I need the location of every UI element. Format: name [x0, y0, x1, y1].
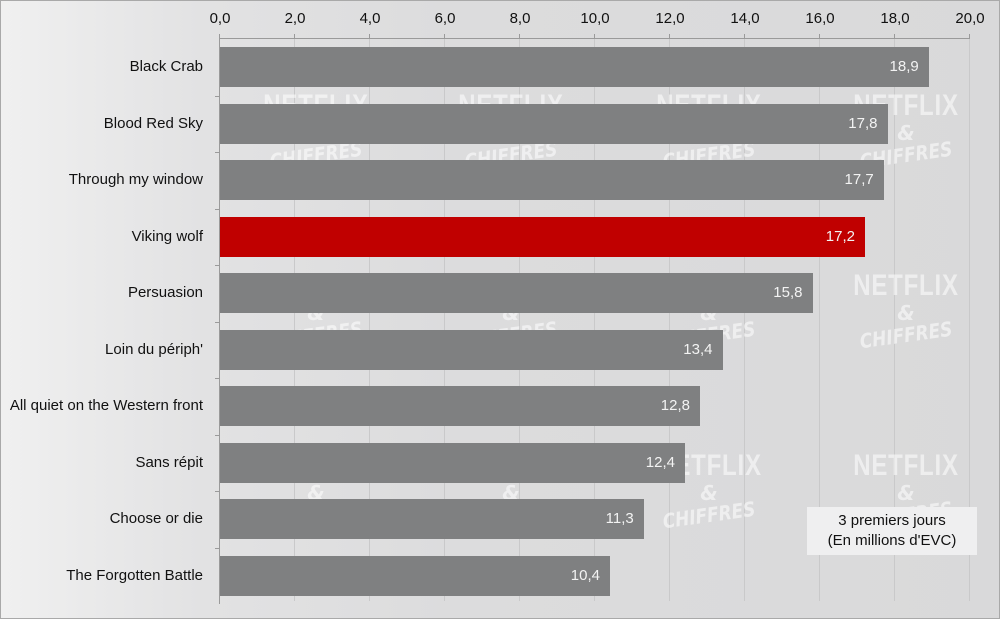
y-tick-mark [215, 209, 220, 210]
x-tick-label: 8,0 [509, 10, 531, 27]
bar: 11,3 [220, 499, 644, 539]
x-tick-label: 20,0 [955, 10, 985, 27]
x-tick-mark [294, 34, 295, 39]
x-tick-mark [369, 34, 370, 39]
x-tick-label: 14,0 [730, 10, 760, 27]
y-tick-mark [215, 548, 220, 549]
x-tick-mark [594, 34, 595, 39]
x-tick-mark [969, 34, 970, 39]
bar-value-label: 18,9 [889, 58, 919, 75]
x-tick-label: 4,0 [359, 10, 381, 27]
x-tick-mark [669, 34, 670, 39]
y-tick-mark [215, 96, 220, 97]
bar-value-label: 17,7 [844, 171, 874, 188]
y-tick-mark [215, 491, 220, 492]
x-tick-label: 10,0 [580, 10, 610, 27]
y-tick-mark [215, 378, 220, 379]
gridline [894, 39, 895, 601]
category-label: Persuasion [127, 284, 203, 301]
x-tick-mark [894, 34, 895, 39]
gridline [369, 39, 370, 601]
x-tick-label: 2,0 [284, 10, 306, 27]
gridline [969, 39, 970, 601]
y-tick-mark [215, 152, 220, 153]
bar-value-label: 10,4 [570, 567, 600, 584]
bar: 12,8 [220, 386, 700, 426]
gridline [444, 39, 445, 601]
bar-value-label: 12,4 [645, 454, 675, 471]
bar-value-label: 11,3 [605, 510, 634, 527]
annotation-line-1: 3 premiers jours [838, 512, 946, 529]
bar-value-label: 17,2 [825, 228, 855, 245]
bar: 13,4 [220, 330, 723, 370]
category-label: Through my window [68, 171, 203, 188]
bar: 10,4 [220, 556, 610, 596]
gridline [294, 39, 295, 601]
y-tick-mark [215, 322, 220, 323]
category-label: Choose or die [109, 510, 203, 527]
bar: 15,8 [220, 273, 813, 313]
x-tick-mark [744, 34, 745, 39]
x-axis-line [219, 38, 970, 39]
bar-value-label: 13,4 [683, 341, 713, 358]
x-tick-mark [444, 34, 445, 39]
category-label: All quiet on the Western front [9, 397, 203, 414]
gridline [819, 39, 820, 601]
x-tick-label: 0,0 [209, 10, 231, 27]
bar-value-label: 17,8 [848, 115, 878, 132]
category-label: Black Crab [129, 58, 203, 75]
bar: 17,8 [220, 104, 888, 144]
bar: 18,9 [220, 47, 929, 87]
gridline [744, 39, 745, 601]
x-tick-label: 12,0 [655, 10, 685, 27]
annotation-box: 3 premiers jours (En millions d'EVC) [807, 507, 977, 555]
bar-highlighted: 17,2 [220, 217, 865, 257]
gridline [519, 39, 520, 601]
x-tick-label: 16,0 [805, 10, 835, 27]
gridline [669, 39, 670, 601]
category-label: Sans répit [135, 454, 203, 471]
x-tick-label: 18,0 [880, 10, 910, 27]
category-label: Blood Red Sky [103, 115, 203, 132]
bar-value-label: 15,8 [773, 284, 803, 301]
annotation-line-2: (En millions d'EVC) [827, 532, 957, 549]
x-tick-label: 6,0 [434, 10, 456, 27]
category-label: Loin du périph' [105, 341, 203, 358]
x-tick-mark [819, 34, 820, 39]
bar: 17,7 [220, 160, 884, 200]
x-tick-mark [519, 34, 520, 39]
bar-value-label: 12,8 [660, 397, 690, 414]
watermark: NETFLIX&CHIFFRES [853, 269, 959, 354]
x-tick-mark [219, 34, 220, 39]
y-axis-line [219, 38, 220, 604]
bar: 12,4 [220, 443, 685, 483]
category-label: The Forgotten Battle [66, 567, 203, 584]
y-tick-mark [215, 265, 220, 266]
gridline [594, 39, 595, 601]
y-tick-mark [215, 435, 220, 436]
category-label: Viking wolf [131, 228, 203, 245]
